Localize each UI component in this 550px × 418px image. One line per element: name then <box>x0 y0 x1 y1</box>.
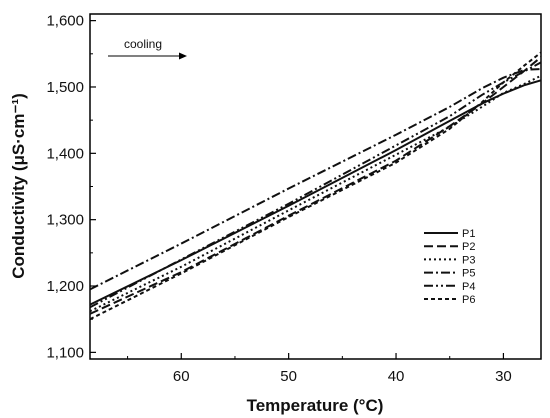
y-tick-label: 1,600 <box>46 13 84 30</box>
series-line-p5 <box>89 68 542 291</box>
legend-label-p5: P5 <box>462 268 475 280</box>
x-tick-label: 60 <box>173 368 190 385</box>
series-line-p2 <box>89 56 542 315</box>
ticks-layer: 60 50 40 30 1,100 1,200 1,300 1,400 1,500 1,600 <box>46 13 511 385</box>
annotation-arrowhead <box>179 52 187 60</box>
x-tick-label: 50 <box>280 368 297 385</box>
y-tick-label: 1,500 <box>46 79 84 96</box>
series-line-p3 <box>89 74 542 313</box>
x-tick-label: 30 <box>495 368 512 385</box>
series-line-p6 <box>89 51 542 321</box>
series-line-p4 <box>89 61 542 309</box>
y-tick-label: 1,300 <box>46 212 84 229</box>
legend-label-p4: P4 <box>462 281 475 293</box>
cooling-annotation: cooling <box>108 37 187 60</box>
y-tick-label: 1,200 <box>46 278 84 295</box>
legend-label-p2: P2 <box>462 241 475 253</box>
series-line-p1 <box>89 79 542 306</box>
legend-label-p6: P6 <box>462 294 475 306</box>
y-tick-label: 1,400 <box>46 145 84 162</box>
plot-area-frame <box>89 13 542 360</box>
x-axis-title: Temperature (°C) <box>247 396 384 415</box>
legend-label-p1: P1 <box>462 228 475 240</box>
y-axis-title: Conductivity (μS·cm⁻¹) <box>9 93 28 279</box>
x-tick-label: 40 <box>388 368 405 385</box>
annotation-text: cooling <box>124 37 162 51</box>
series-layer <box>89 51 542 321</box>
y-tick-label: 1,100 <box>46 344 84 361</box>
legend-label-p3: P3 <box>462 254 475 266</box>
